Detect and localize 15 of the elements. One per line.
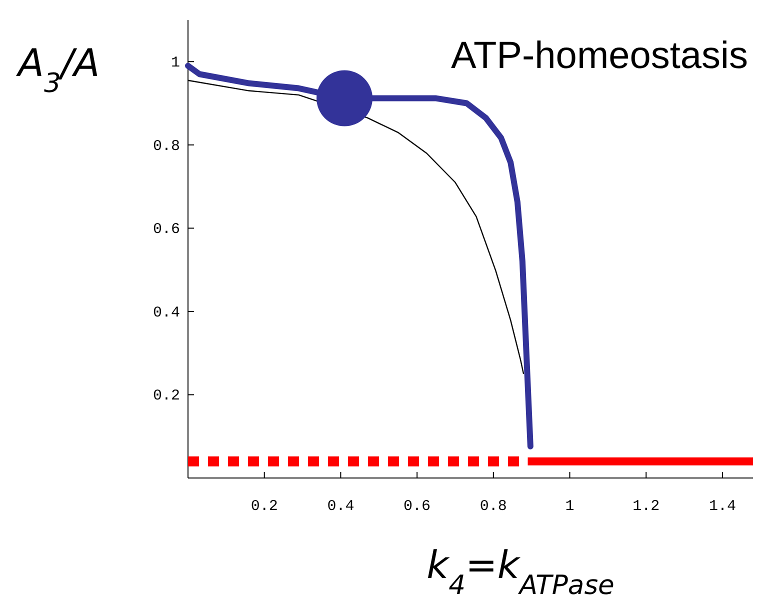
y-tick-label: 0.6 [152,221,180,238]
x-tick-label: 1.2 [632,498,660,515]
y-tick-label: 0.2 [152,388,180,405]
x-tick-label: 0.6 [404,498,431,515]
y-tick-label: 1 [170,54,180,72]
x-tick-label: 0.4 [327,498,354,515]
x-tick-label: 1.4 [708,498,736,515]
chart-title: ATP-homeostasis [450,35,748,77]
y-tick-label: 0.8 [152,138,180,155]
y-tick-label: 0.4 [152,304,180,322]
y-axis-title: A$_{3}$/A [15,41,100,98]
x-tick-label: 0.2 [250,498,278,515]
x-tick-label: 0.8 [480,498,507,515]
x-tick-label: 1 [565,498,574,515]
x-axis-title: k$_{4}$=k$_{ATPase}$ [426,543,614,595]
